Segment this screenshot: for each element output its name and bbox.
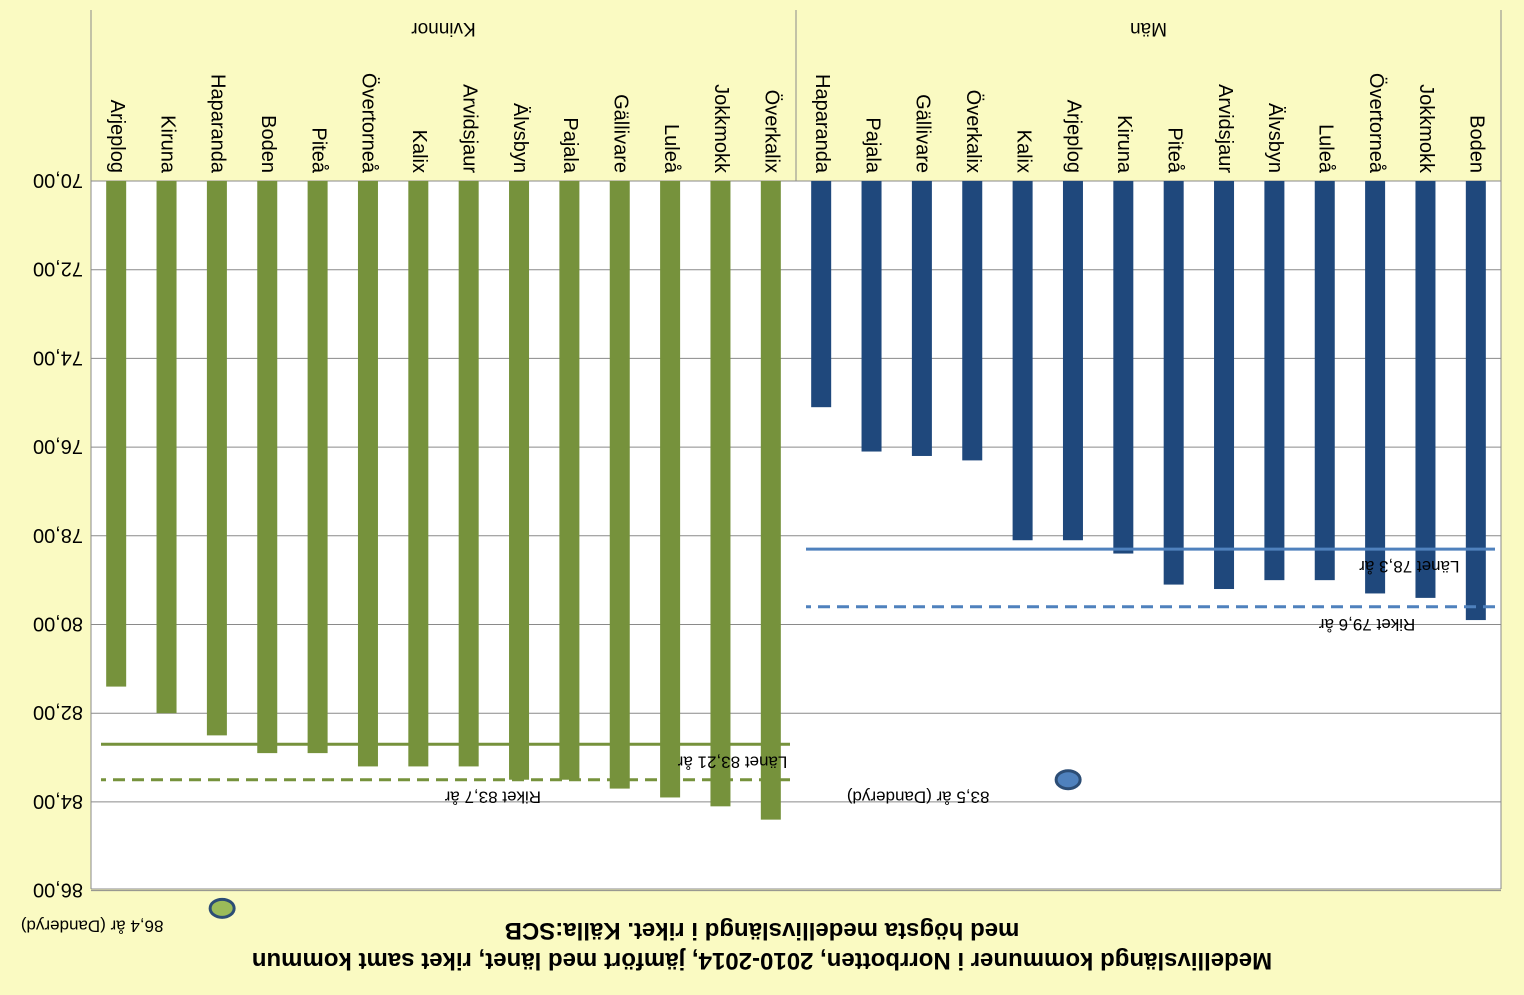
group-label: Kvinnor (411, 18, 476, 39)
category-label: Boden (257, 115, 279, 173)
y-tick-label: 78,00 (33, 524, 83, 546)
y-tick-label: 70,00 (33, 169, 83, 191)
y-tick-label: 74,00 (33, 346, 83, 368)
category-label: Överkalix (962, 90, 984, 173)
category-label: Överkalix (761, 90, 783, 173)
category-label: Kalix (408, 130, 430, 173)
bar (1214, 181, 1235, 590)
category-label: Luleå (660, 124, 682, 174)
county-average-label: Länet 83,21 år (677, 752, 787, 771)
y-tick-label: 76,00 (33, 435, 83, 457)
category-label: Haparanda (207, 74, 229, 174)
bar (106, 181, 127, 687)
bar (911, 181, 932, 456)
category-label: Pajala (559, 117, 581, 173)
bar (458, 181, 479, 767)
category-label: Kiruna (1113, 115, 1135, 174)
category-label: Haparanda (811, 74, 833, 174)
category-label: Arjeplog (1063, 100, 1085, 173)
category-label: Jokkmokk (1415, 84, 1437, 174)
bar (861, 181, 882, 452)
category-label: Boden (1466, 115, 1488, 173)
bar (1314, 181, 1335, 581)
bar (1264, 181, 1285, 581)
bar (660, 181, 681, 798)
bar (1062, 181, 1083, 541)
y-tick-label: 86,00 (33, 879, 83, 901)
category-label: Piteå (307, 127, 329, 173)
y-tick-label: 84,00 (33, 790, 83, 812)
bar (609, 181, 630, 789)
category-label: Arvidsjaur (1214, 84, 1236, 173)
group-label: Män (1130, 18, 1167, 39)
y-tick-label: 82,00 (33, 701, 83, 723)
category-label: Luleå (1314, 124, 1336, 174)
bar (357, 181, 378, 767)
category-label: Älvsbyn (1264, 103, 1286, 173)
bar (811, 181, 832, 408)
chart-title-line-1: Medellivslängd kommuner i Norrbotten, 20… (252, 947, 1272, 974)
bar (1113, 181, 1134, 554)
category-label: Piteå (1163, 127, 1185, 173)
chart-title-line-2: med högsta medellivslängd i riket. Källa… (505, 917, 1020, 944)
category-label: Pajala (861, 117, 883, 173)
category-label: Älvsbyn (509, 103, 531, 173)
highest-municipality-label: 86,4 år (Danderyd) (21, 916, 164, 935)
y-tick-label: 80,00 (33, 613, 83, 635)
national-average-label: Riket 79,6 år (1319, 615, 1416, 634)
highest-municipality-marker (208, 897, 236, 919)
reference-lines (101, 547, 1495, 782)
category-label: Kalix (1012, 130, 1034, 173)
category-label: Arvidsjaur (458, 84, 480, 173)
bar (1465, 181, 1486, 621)
bar (760, 181, 781, 820)
bar (307, 181, 328, 754)
category-label: Kiruna (156, 115, 178, 174)
bar (156, 181, 177, 714)
highest-markers (208, 769, 1082, 919)
bar (1012, 181, 1033, 541)
bar (1415, 181, 1436, 598)
national-average-label: Riket 83,7 år (444, 788, 541, 807)
bars (106, 181, 1486, 820)
bar (1163, 181, 1184, 585)
bar (509, 181, 530, 780)
county-average-label: Länet 78,3 år (1359, 557, 1460, 576)
highest-municipality-marker (1054, 769, 1082, 791)
bar (1365, 181, 1386, 594)
bar (710, 181, 731, 807)
bar (257, 181, 278, 754)
category-label: Gällivare (912, 94, 934, 173)
category-label: Gällivare (609, 94, 631, 173)
y-tick-label: 72,00 (33, 258, 83, 280)
category-label: Övertorneå (1365, 73, 1387, 174)
labels: 70,00 72,00 74,00 76,00 78,00 80,00 82,00 84,00… (21, 18, 1488, 935)
category-label: Övertorneå (358, 73, 380, 174)
bar (559, 181, 580, 780)
bar (206, 181, 227, 736)
category-label: Jokkmokk (710, 84, 732, 174)
bar (408, 181, 429, 767)
category-label: Arjeplog (106, 100, 128, 173)
highest-municipality-label: 83,5 år (Danderyd) (847, 788, 990, 807)
plot-frame (90, 10, 1502, 890)
bar (962, 181, 983, 461)
